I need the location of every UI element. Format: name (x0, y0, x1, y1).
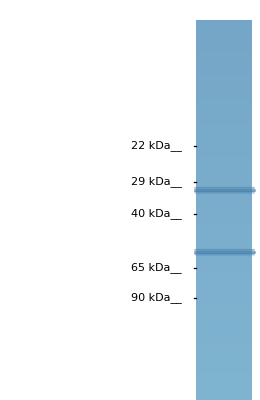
Text: 40 kDa__: 40 kDa__ (131, 208, 182, 220)
Text: 22 kDa__: 22 kDa__ (131, 140, 182, 152)
Text: 29 kDa__: 29 kDa__ (131, 176, 182, 188)
Text: 65 kDa__: 65 kDa__ (131, 262, 182, 274)
Text: 90 kDa__: 90 kDa__ (131, 292, 182, 304)
